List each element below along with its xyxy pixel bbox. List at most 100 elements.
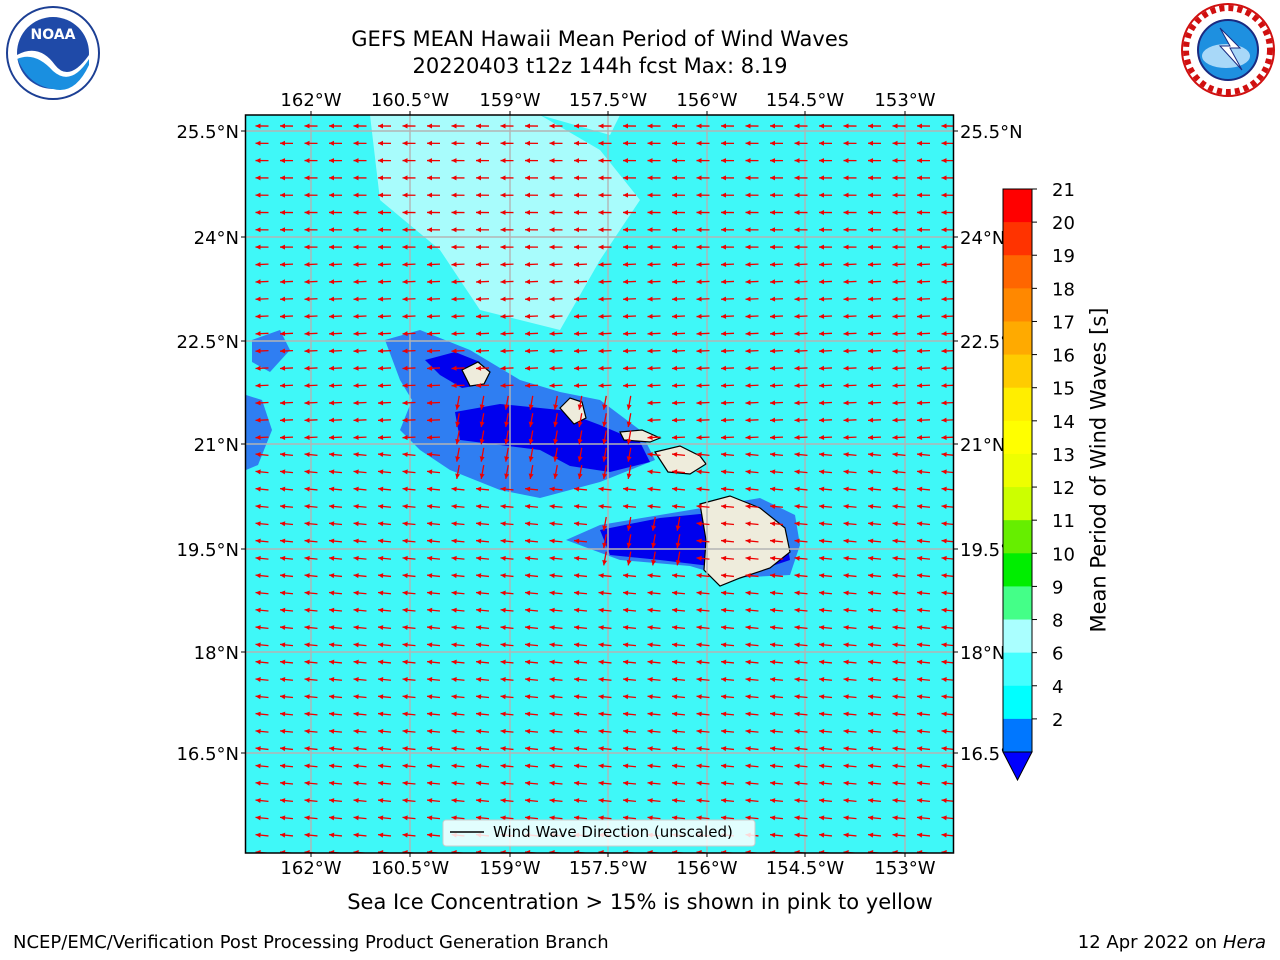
- wind-wave-arrow: [867, 400, 882, 406]
- wind-wave-arrow: [671, 123, 686, 129]
- wind-wave-arrow: [602, 464, 608, 480]
- wind-wave-arrow: [892, 503, 906, 509]
- wind-wave-arrow: [720, 746, 735, 752]
- wind-wave-arrow: [549, 728, 563, 734]
- wind-wave-arrow: [720, 123, 735, 129]
- wind-wave-arrow: [794, 728, 808, 734]
- wind-wave-arrow: [720, 261, 735, 267]
- wind-wave-arrow: [647, 573, 661, 579]
- wind-wave-arrow: [500, 538, 514, 544]
- wind-wave-arrow: [255, 780, 269, 786]
- wind-wave-arrow: [279, 555, 294, 561]
- wind-wave-arrow: [720, 244, 735, 250]
- wind-wave-arrow: [843, 365, 857, 371]
- wind-wave-arrow: [402, 521, 416, 527]
- wind-wave-arrow: [720, 383, 735, 389]
- wind-wave-arrow: [622, 175, 637, 181]
- wind-wave-arrow: [671, 642, 686, 648]
- wind-wave-arrow: [941, 590, 953, 596]
- wind-wave-arrow: [892, 590, 906, 596]
- wind-wave-arrow: [328, 625, 343, 631]
- wind-wave-arrow: [818, 538, 833, 544]
- sea-ice-note: Sea Ice Concentration > 15% is shown in …: [347, 890, 933, 914]
- wind-wave-arrow: [524, 158, 539, 164]
- wind-wave-arrow: [794, 746, 808, 752]
- map-area[interactable]: [246, 115, 954, 855]
- wind-wave-arrow: [867, 140, 882, 146]
- wind-wave-arrow: [867, 538, 882, 544]
- wind-wave-arrow: [745, 590, 759, 596]
- wind-wave-arrow: [745, 175, 759, 181]
- colorbar-segment: [1003, 453, 1032, 488]
- lon-tick-label-bottom: 159°W: [479, 858, 540, 879]
- wind-wave-arrow: [867, 503, 882, 509]
- wind-wave-arrow: [328, 331, 343, 337]
- wind-wave-arrow: [475, 815, 490, 821]
- colorbar-segment: [1003, 685, 1032, 720]
- wind-wave-arrow: [626, 464, 632, 480]
- wind-wave-arrow: [769, 694, 784, 700]
- wind-wave-arrow: [794, 452, 808, 458]
- wind-wave-arrow: [451, 728, 465, 734]
- wind-wave-arrow: [353, 676, 367, 682]
- wind-wave-arrow: [794, 815, 808, 821]
- wind-wave-arrow: [769, 521, 784, 527]
- wind-wave-arrow: [528, 413, 534, 428]
- wind-wave-arrow: [720, 625, 735, 631]
- wind-wave-arrow: [402, 209, 416, 215]
- wind-wave-arrow: [867, 573, 882, 579]
- wind-wave-arrow: [573, 676, 588, 682]
- wind-wave-arrow: [647, 469, 661, 475]
- wind-wave-arrow: [696, 676, 710, 682]
- wind-wave-arrow: [916, 140, 931, 146]
- wind-wave-arrow: [720, 140, 735, 146]
- wind-wave-arrow: [769, 763, 784, 769]
- wind-wave-arrow: [671, 573, 686, 579]
- wind-wave-arrow: [941, 625, 953, 631]
- wind-wave-arrow: [867, 348, 882, 354]
- wind-wave-arrow: [794, 209, 808, 215]
- colorbar-segment: [1003, 520, 1032, 554]
- wind-wave-arrow: [671, 331, 686, 337]
- wind-wave-arrow: [696, 503, 710, 509]
- wind-wave-arrow: [426, 625, 441, 631]
- wind-wave-arrow: [794, 313, 808, 319]
- wind-wave-arrow: [549, 140, 563, 146]
- wind-wave-arrow: [500, 780, 514, 786]
- wind-wave-arrow: [573, 313, 588, 319]
- lon-tick-label-top: 154.5°W: [766, 90, 845, 111]
- wind-wave-arrow: [451, 192, 465, 198]
- wind-wave-arrow: [696, 659, 710, 665]
- wind-wave-arrow: [843, 175, 857, 181]
- wind-wave-arrow: [720, 192, 735, 198]
- wind-wave-arrow: [279, 486, 294, 492]
- wind-wave-arrow: [549, 331, 563, 337]
- wind-wave-arrow: [524, 573, 539, 579]
- wind-wave-arrow: [524, 694, 539, 700]
- wind-wave-arrow: [328, 711, 343, 717]
- wind-wave-arrow: [647, 417, 661, 423]
- wind-wave-arrow: [279, 452, 294, 458]
- wind-wave-arrow: [818, 209, 833, 215]
- wind-wave-arrow: [426, 832, 441, 838]
- wind-wave-arrow: [573, 780, 588, 786]
- wind-wave-arrow: [892, 746, 906, 752]
- colorbar-tick-label: 12: [1052, 478, 1075, 499]
- wind-wave-arrow: [451, 763, 465, 769]
- wind-wave-arrow: [769, 642, 784, 648]
- wind-wave-arrow: [524, 659, 539, 665]
- wind-wave-arrow: [549, 538, 563, 544]
- wind-wave-arrow: [622, 486, 637, 492]
- wind-wave-arrow: [377, 227, 392, 233]
- wind-wave-arrow: [573, 521, 588, 527]
- wind-wave-arrow: [598, 503, 612, 509]
- wind-wave-arrow: [769, 780, 784, 786]
- wind-wave-arrow: [353, 175, 367, 181]
- wind-wave-arrow: [279, 642, 294, 648]
- wind-wave-arrow: [622, 209, 637, 215]
- wind-wave-arrow: [451, 209, 465, 215]
- wind-wave-arrow: [598, 659, 612, 665]
- colorbar-tick-label: 11: [1052, 511, 1075, 532]
- wind-wave-arrow: [647, 780, 661, 786]
- wind-wave-arrow: [647, 486, 661, 492]
